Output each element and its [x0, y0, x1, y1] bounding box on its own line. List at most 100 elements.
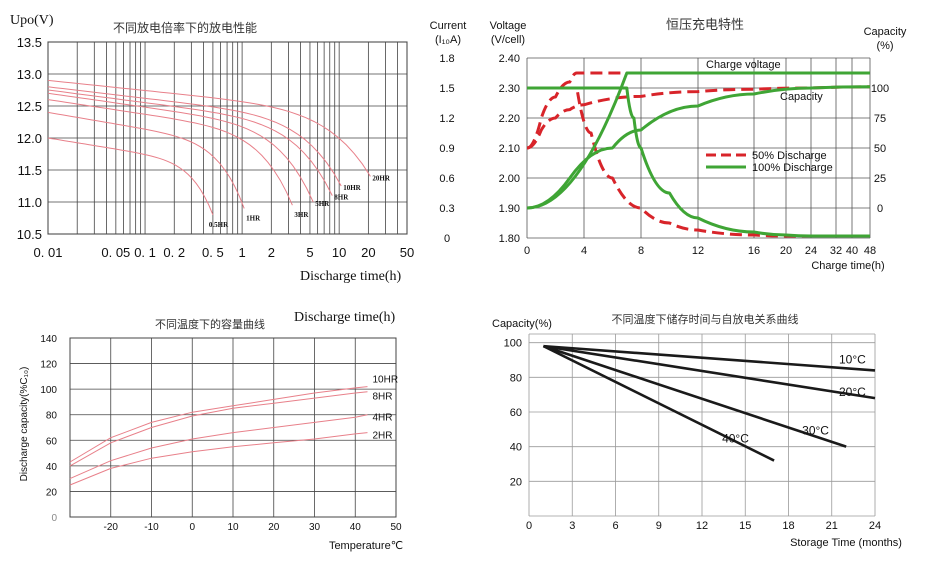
- self-discharge-chart-title: 不同温度下储存时间与自放电关系曲线: [612, 312, 799, 326]
- self-discharge-y-tick-label: 40: [510, 442, 522, 454]
- capacity-tick-label: 25: [874, 173, 886, 185]
- discharge-y-tick-label: 10.5: [17, 227, 42, 242]
- voltage-tick-label: 2.40: [499, 53, 520, 65]
- temperature-y-tick-label: 40: [46, 462, 58, 473]
- discharge-x-axis-title: Discharge time(h): [300, 269, 402, 284]
- temperature-x-tick-label: 50: [390, 522, 402, 533]
- charge-curves: [526, 71, 871, 238]
- charge-curve-50-charge-voltage: [526, 71, 870, 150]
- capacity-tick-label: 100: [871, 83, 889, 95]
- charge-x-axis-title: Charge time(h): [811, 260, 884, 272]
- self-discharge-x-tick-label: 3: [569, 520, 575, 532]
- temperature-y-tick-label: 100: [40, 385, 57, 396]
- self-discharge-y-tick-label: 80: [510, 372, 522, 384]
- discharge-curve-label: 8HR: [334, 194, 349, 202]
- self-discharge-curve-label: 30°C: [802, 424, 829, 438]
- capacity-axis-unit: (%): [876, 40, 893, 52]
- discharge-y-tick-label: 12.0: [17, 131, 42, 146]
- discharge-y-tick-label: 12.5: [17, 99, 42, 114]
- self-discharge-line-40-c: [542, 344, 775, 462]
- charge-voltage-annotation: Charge voltage: [706, 59, 781, 71]
- discharge-x-tick-label: 1: [238, 245, 245, 260]
- temperature-ticks: -20 -10 0 10 20 30 40 50 0 20 40 60 80 100 120 140: [40, 334, 402, 533]
- charge-x-tick-label: 12: [692, 245, 704, 257]
- temperature-curve-label: 4HR: [372, 413, 392, 424]
- self-discharge-x-tick-label: 15: [739, 520, 751, 532]
- temperature-y-tick-label: 0: [51, 513, 57, 524]
- discharge-curve-label: 3HR: [294, 211, 309, 219]
- discharge-curve-0-5hr: [47, 137, 214, 215]
- charge-curve-100-current: [526, 86, 870, 238]
- voltage-tick-label: 2.20: [499, 113, 520, 125]
- capacity-axis-title: Capacity: [864, 26, 907, 38]
- legend-label-50: 50% Discharge: [752, 150, 827, 162]
- discharge-x-tick-label: 20: [361, 245, 375, 260]
- charge-x-tick-label: 0: [524, 245, 530, 257]
- charge-x-tick-label: 48: [864, 245, 876, 257]
- discharge-curve-5hr: [47, 92, 314, 203]
- charge-ticks: 1.801.902.002.102.202.302.4000.30.60.91.…: [439, 53, 889, 257]
- discharge-y-axis-title: Upo(V): [10, 13, 54, 28]
- temperature-x-tick-label: -10: [144, 522, 159, 533]
- capacity-tick-label: 75: [874, 113, 886, 125]
- self-discharge-x-axis-title: Storage Time (months): [790, 537, 902, 549]
- discharge-y-tick-label: 13.5: [17, 35, 42, 50]
- current-axis-unit: (I₁₀A): [435, 34, 461, 46]
- current-axis-title: Current: [430, 20, 467, 32]
- temperature-chart-title: 不同温度下的容量曲线: [155, 317, 265, 331]
- charge-x-tick-label: 24: [805, 245, 817, 257]
- temperature-y-tick-label: 80: [46, 411, 58, 422]
- self-discharge-x-tick-label: 6: [612, 520, 618, 532]
- self-discharge-y-tick-label: 100: [504, 338, 522, 350]
- self-discharge-x-tick-label: 18: [782, 520, 794, 532]
- current-tick-label: 0.6: [439, 173, 454, 185]
- discharge-x-tick-label: 10: [332, 245, 346, 260]
- temperature-y-axis-title: Discharge capacity(%C₁₀): [19, 367, 30, 482]
- current-tick-label: 1.5: [439, 83, 454, 95]
- self-discharge-y-tick-label: 20: [510, 476, 522, 488]
- discharge-curve-1hr: [47, 111, 245, 209]
- self-discharge-x-tick-label: 9: [656, 520, 662, 532]
- voltage-tick-label: 2.00: [499, 173, 520, 185]
- voltage-axis-unit: (V/cell): [491, 34, 525, 46]
- discharge-x-tick-label: 0. 2: [163, 245, 185, 260]
- temperature-curve-2hr: [69, 432, 368, 486]
- discharge-y-tick-label: 11.5: [18, 163, 42, 178]
- discharge-curve-3hr: [47, 99, 293, 206]
- charge-legend: 50% Discharge 100% Discharge: [706, 150, 833, 174]
- discharge-x-tick-label: 0. 1: [134, 245, 156, 260]
- current-tick-label: 0.3: [439, 203, 454, 215]
- capacity-tick-label: 50: [874, 143, 886, 155]
- self-discharge-y-axis-title: Capacity(%): [492, 318, 552, 330]
- discharge-x-tick-label: 0. 01: [34, 245, 63, 260]
- discharge-y-tick-label: 13.0: [17, 67, 42, 82]
- self-discharge-line-30-c: [543, 344, 847, 448]
- voltage-tick-label: 1.90: [499, 203, 520, 215]
- voltage-tick-label: 2.30: [499, 83, 520, 95]
- temperature-x-tick-label: 0: [189, 522, 195, 533]
- discharge-curve-10hr: [47, 86, 342, 187]
- discharge-curve-label: 20HR: [372, 174, 390, 182]
- self-discharge-line-10-c: [543, 344, 876, 372]
- capacity-annotation: Capacity: [780, 91, 823, 103]
- discharge-curves: 0.5HR 1HR 3HR 5HR 8HR 10HR 20HR: [47, 79, 391, 229]
- stray-discharge-label: Discharge time(h): [294, 310, 396, 325]
- temperature-curve-label: 2HR: [372, 431, 392, 442]
- temperature-x-axis-title: Temperature℃: [329, 540, 403, 552]
- self-discharge-curve-label: 40°C: [722, 432, 749, 446]
- discharge-y-tick-label: 11.0: [18, 195, 42, 210]
- temperature-curves: 10HR 8HR 4HR 2HR: [69, 375, 398, 486]
- current-tick-label: 1.2: [439, 113, 454, 125]
- discharge-curve-20hr: [47, 79, 371, 177]
- charge-x-tick-label: 4: [581, 245, 587, 257]
- current-tick-label: 0.9: [439, 143, 454, 155]
- temperature-chart: 10HR 8HR 4HR 2HR -20 -10 0 10 20 30 40 50 0 20 40 60 80…: [19, 317, 403, 552]
- discharge-x-tick-label: 50: [400, 245, 414, 260]
- self-discharge-curve-label: 10°C: [839, 352, 866, 366]
- temperature-x-tick-label: 10: [227, 522, 239, 533]
- self-discharge-line-20-c: [543, 344, 876, 400]
- self-discharge-curve-label: 20°C: [839, 385, 866, 399]
- current-tick-label: 0: [444, 233, 450, 245]
- discharge-x-tick-label: 5: [306, 245, 313, 260]
